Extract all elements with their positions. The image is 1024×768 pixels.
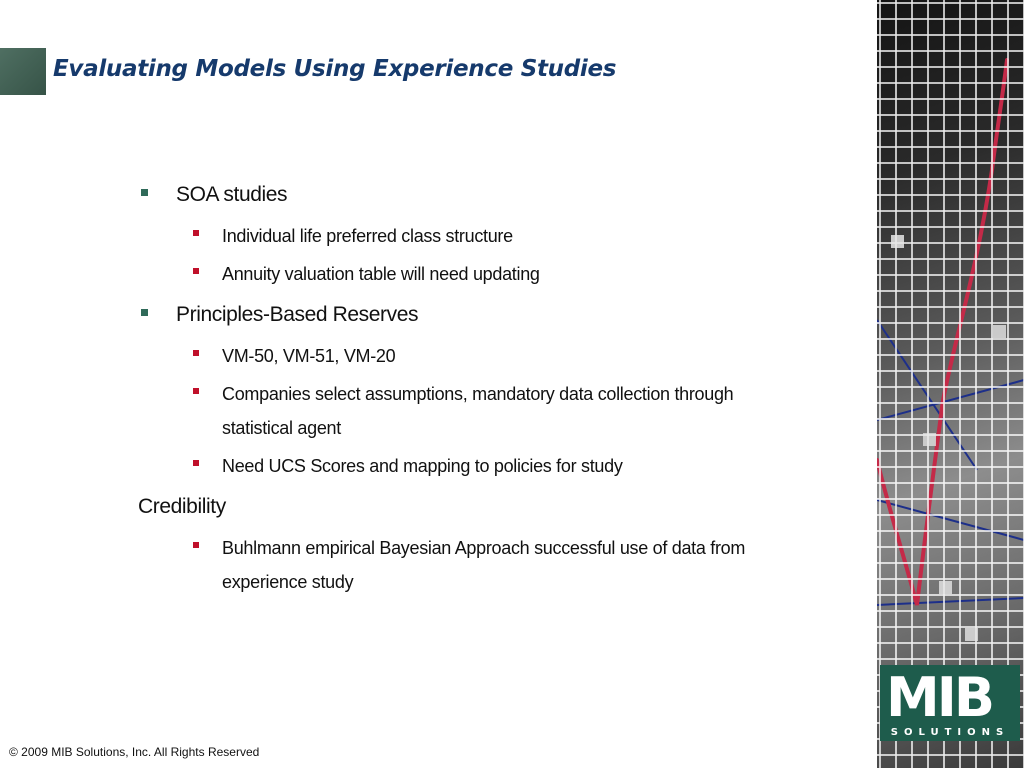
sub-bullet: Buhlmann empirical Bayesian Approach suc…: [138, 531, 838, 599]
square-bullet-icon: [193, 230, 199, 236]
square-bullet-icon: [141, 309, 148, 316]
decorative-graph-panel: [877, 0, 1024, 768]
bullet-text: Credibility: [138, 495, 226, 518]
sub-bullet-text: Individual life preferred class structur…: [222, 226, 513, 246]
bullet-credibility: Credibility: [138, 492, 838, 522]
slide-title: Evaluating Models Using Experience Studi…: [53, 56, 617, 82]
square-bullet-icon: [193, 268, 199, 274]
sub-bullet: Annuity valuation table will need updati…: [138, 257, 838, 291]
logo-subtitle: SOLUTIONS: [890, 727, 1010, 738]
bullet-text: SOA studies: [176, 183, 288, 206]
slide-body: SOA studies Individual life preferred cl…: [138, 180, 838, 603]
square-bullet-icon: [193, 350, 199, 356]
sub-bullet-text: VM-50, VM-51, VM-20: [222, 346, 396, 366]
square-bullet-icon: [193, 542, 199, 548]
square-bullet-icon: [141, 189, 148, 196]
sub-bullet-text: Companies select assumptions, mandatory …: [222, 384, 734, 438]
sub-bullet: Need UCS Scores and mapping to policies …: [138, 449, 838, 483]
sub-bullet: Companies select assumptions, mandatory …: [138, 377, 838, 445]
bullet-text: Principles-Based Reserves: [176, 303, 419, 326]
sub-bullet: Individual life preferred class structur…: [138, 219, 838, 253]
copyright-footer: © 2009 MIB Solutions, Inc. All Rights Re…: [9, 745, 260, 759]
sub-bullet-text: Need UCS Scores and mapping to policies …: [222, 456, 623, 476]
logo-mark: MIB: [886, 666, 995, 729]
bullet-soa-studies: SOA studies: [138, 180, 838, 210]
sub-bullet: VM-50, VM-51, VM-20: [138, 339, 838, 373]
mib-solutions-logo: MIB SOLUTIONS: [880, 665, 1020, 741]
square-bullet-icon: [193, 388, 199, 394]
graph-grid-image: [877, 0, 1024, 768]
square-bullet-icon: [193, 460, 199, 466]
bullet-principles-based-reserves: Principles-Based Reserves: [138, 300, 838, 330]
sub-bullet-text: Buhlmann empirical Bayesian Approach suc…: [222, 538, 746, 592]
sub-bullet-text: Annuity valuation table will need updati…: [222, 264, 540, 284]
title-accent-block: [0, 48, 46, 95]
